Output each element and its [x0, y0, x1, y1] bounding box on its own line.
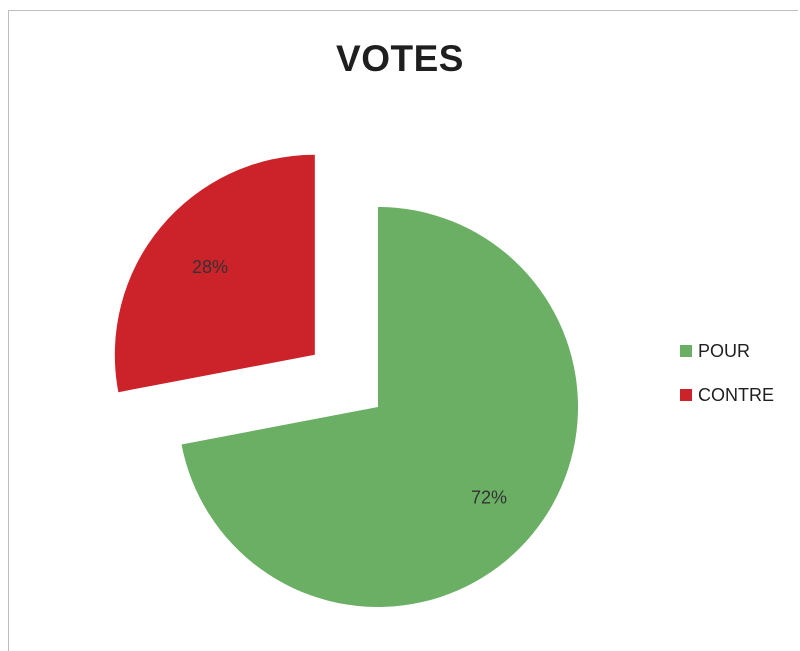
legend-item-pour: POUR: [680, 340, 774, 362]
slice-label-contre: 28%: [192, 257, 228, 277]
legend-label-pour: POUR: [698, 340, 751, 361]
legend-label-contre: CONTRE: [698, 384, 774, 405]
chart-title: VOTES: [336, 38, 464, 79]
pie-slice-pour: [181, 207, 579, 607]
slice-label-pour: 72%: [471, 488, 507, 508]
legend-swatch-contre: [680, 389, 692, 401]
pie-slice-contre: [114, 154, 315, 393]
legend-item-contre: CONTRE: [680, 384, 774, 406]
legend-swatch-pour: [680, 345, 692, 357]
legend: POUR CONTRE: [680, 340, 774, 428]
